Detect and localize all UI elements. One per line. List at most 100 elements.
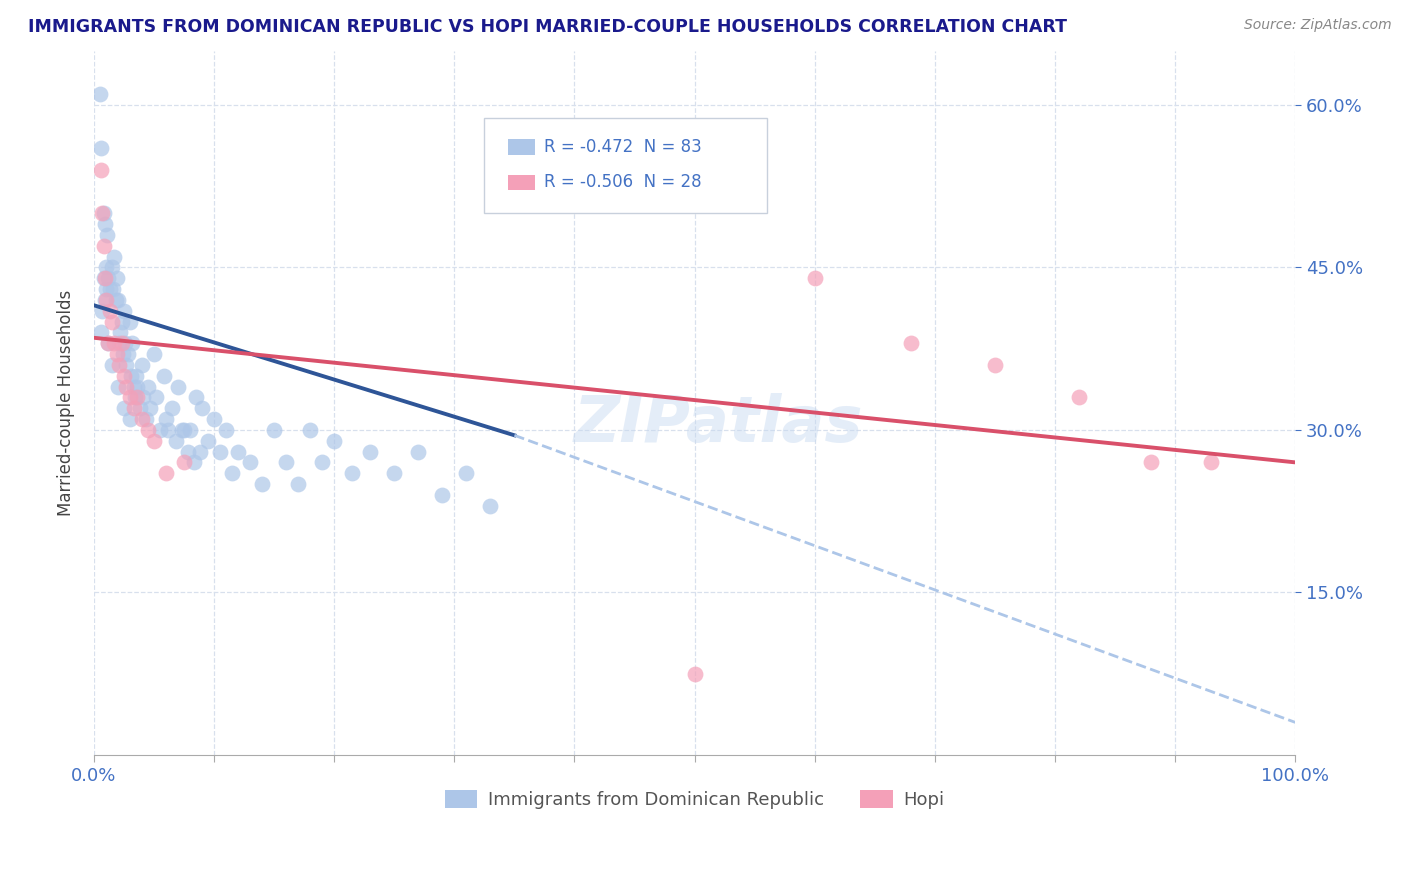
Point bbox=[89, 87, 111, 101]
Point bbox=[112, 368, 135, 383]
Point bbox=[1140, 455, 1163, 469]
Point bbox=[93, 206, 115, 220]
Point bbox=[143, 347, 166, 361]
Point bbox=[900, 336, 922, 351]
Point bbox=[131, 412, 153, 426]
Point bbox=[94, 260, 117, 275]
Text: R = -0.472  N = 83: R = -0.472 N = 83 bbox=[544, 138, 702, 156]
Point bbox=[125, 368, 148, 383]
Point bbox=[176, 444, 198, 458]
Point bbox=[122, 401, 145, 416]
Point bbox=[110, 336, 132, 351]
Text: ZIPatlas: ZIPatlas bbox=[574, 392, 863, 455]
Point bbox=[155, 412, 177, 426]
Point bbox=[112, 303, 135, 318]
Point bbox=[149, 423, 172, 437]
Point bbox=[127, 379, 149, 393]
Point bbox=[479, 499, 502, 513]
Point bbox=[115, 358, 138, 372]
Point bbox=[107, 379, 129, 393]
Point bbox=[107, 293, 129, 307]
Point bbox=[323, 434, 346, 448]
Point bbox=[98, 303, 121, 318]
Point bbox=[155, 467, 177, 481]
Point bbox=[202, 412, 225, 426]
Point bbox=[136, 423, 159, 437]
Point bbox=[90, 326, 112, 340]
Point bbox=[311, 455, 333, 469]
Point bbox=[132, 390, 155, 404]
Point bbox=[1199, 455, 1222, 469]
Point bbox=[173, 423, 195, 437]
Point bbox=[184, 390, 207, 404]
Point bbox=[103, 336, 125, 351]
Point bbox=[191, 401, 214, 416]
Point bbox=[152, 368, 174, 383]
Point bbox=[239, 455, 262, 469]
Point bbox=[250, 477, 273, 491]
Point bbox=[120, 368, 142, 383]
Point bbox=[683, 666, 706, 681]
Point bbox=[101, 260, 124, 275]
Legend: Immigrants from Dominican Republic, Hopi: Immigrants from Dominican Republic, Hopi bbox=[437, 782, 952, 816]
Point bbox=[984, 358, 1007, 372]
Point bbox=[188, 444, 211, 458]
Point bbox=[287, 477, 309, 491]
Point bbox=[97, 271, 120, 285]
Point bbox=[263, 423, 285, 437]
Point bbox=[221, 467, 243, 481]
Point bbox=[111, 347, 134, 361]
Point bbox=[104, 293, 127, 307]
Point bbox=[803, 271, 825, 285]
Point bbox=[124, 390, 146, 404]
Point bbox=[342, 467, 364, 481]
Point bbox=[115, 379, 138, 393]
Point bbox=[93, 217, 115, 231]
Point bbox=[299, 423, 322, 437]
Point bbox=[110, 326, 132, 340]
Point bbox=[91, 303, 114, 318]
Point bbox=[93, 293, 115, 307]
Point bbox=[93, 271, 115, 285]
Point bbox=[145, 390, 167, 404]
Point bbox=[128, 401, 150, 416]
Point bbox=[209, 444, 232, 458]
Point bbox=[179, 423, 201, 437]
Point bbox=[122, 379, 145, 393]
Point bbox=[98, 282, 121, 296]
Point bbox=[139, 401, 162, 416]
Point bbox=[101, 358, 124, 372]
Point bbox=[97, 336, 120, 351]
Point bbox=[118, 412, 141, 426]
Point bbox=[118, 314, 141, 328]
Point bbox=[114, 336, 136, 351]
Point bbox=[118, 390, 141, 404]
Point bbox=[94, 293, 117, 307]
Point bbox=[173, 455, 195, 469]
Point bbox=[215, 423, 238, 437]
Text: Source: ZipAtlas.com: Source: ZipAtlas.com bbox=[1244, 18, 1392, 32]
Point bbox=[117, 347, 139, 361]
Point bbox=[112, 401, 135, 416]
Point bbox=[131, 358, 153, 372]
Point bbox=[1067, 390, 1090, 404]
Point bbox=[136, 379, 159, 393]
Point bbox=[103, 250, 125, 264]
Point bbox=[276, 455, 298, 469]
Point bbox=[197, 434, 219, 448]
Point bbox=[135, 412, 157, 426]
Point bbox=[90, 141, 112, 155]
Point bbox=[359, 444, 381, 458]
Text: IMMIGRANTS FROM DOMINICAN REPUBLIC VS HOPI MARRIED-COUPLE HOUSEHOLDS CORRELATION: IMMIGRANTS FROM DOMINICAN REPUBLIC VS HO… bbox=[28, 18, 1067, 36]
FancyBboxPatch shape bbox=[485, 118, 766, 212]
Point bbox=[226, 444, 249, 458]
Point bbox=[121, 336, 143, 351]
Text: R = -0.506  N = 28: R = -0.506 N = 28 bbox=[544, 173, 702, 192]
Point bbox=[157, 423, 180, 437]
Point bbox=[93, 238, 115, 252]
Point bbox=[456, 467, 478, 481]
Point bbox=[91, 206, 114, 220]
Point bbox=[143, 434, 166, 448]
Point bbox=[90, 162, 112, 177]
Point bbox=[170, 423, 193, 437]
